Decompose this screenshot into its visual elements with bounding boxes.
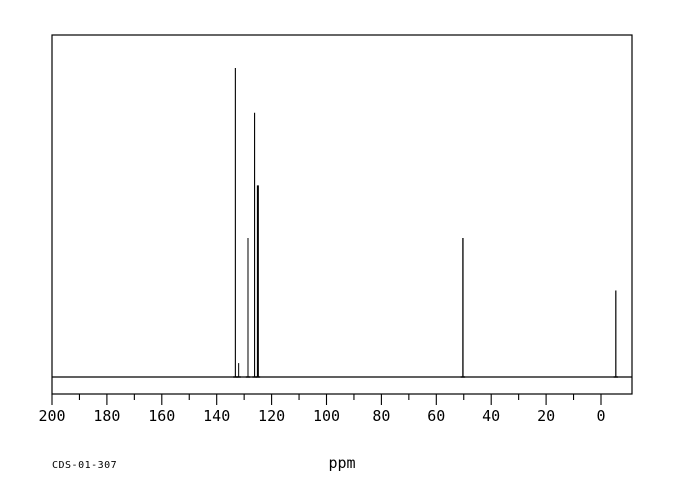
- watermark-label: CDS-01-307: [52, 460, 117, 471]
- axis-tick-label-40: 40: [482, 407, 500, 425]
- axis-tick-labels: 200 180 160 140 120 100 80 60 40 20 0: [38, 407, 605, 425]
- axis-tick-label-120: 120: [258, 407, 285, 425]
- axis-tick-label-180: 180: [93, 407, 120, 425]
- axis-tick-label-160: 160: [148, 407, 175, 425]
- axis-tick-label-140: 140: [203, 407, 230, 425]
- axis-tick-label-100: 100: [313, 407, 340, 425]
- axis-tick-label-20: 20: [537, 407, 555, 425]
- axis-title-ppm: ppm: [328, 454, 355, 472]
- plot-border: [51, 34, 633, 395]
- axis-ticks: [51, 394, 602, 405]
- axis-tick-label-80: 80: [372, 407, 390, 425]
- plot-frame: [51, 34, 633, 395]
- axis-tick-label-200: 200: [38, 407, 65, 425]
- axis-tick-label-0: 0: [596, 407, 605, 425]
- axis-tick-label-60: 60: [427, 407, 445, 425]
- spectrum-peaks: [233, 68, 619, 378]
